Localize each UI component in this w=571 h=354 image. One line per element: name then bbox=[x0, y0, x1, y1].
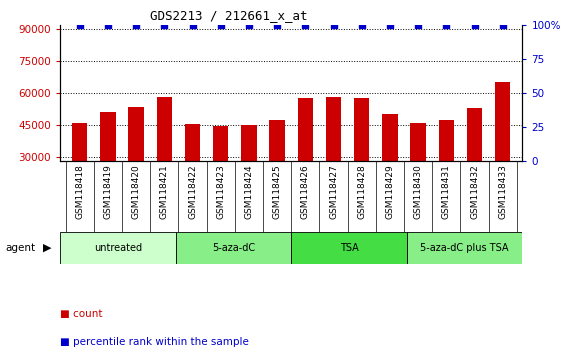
Text: GSM118419: GSM118419 bbox=[103, 165, 112, 219]
Bar bbox=[185, 124, 200, 221]
Text: GSM118426: GSM118426 bbox=[301, 165, 310, 219]
Bar bbox=[326, 97, 341, 221]
Text: GSM118433: GSM118433 bbox=[498, 165, 507, 219]
Bar bbox=[72, 123, 87, 221]
Text: agent: agent bbox=[6, 243, 36, 253]
Text: GSM118424: GSM118424 bbox=[244, 165, 254, 219]
Text: GSM118418: GSM118418 bbox=[75, 165, 84, 219]
Text: 5-aza-dC plus TSA: 5-aza-dC plus TSA bbox=[420, 243, 509, 253]
Bar bbox=[407, 232, 522, 264]
Bar bbox=[156, 97, 172, 221]
Point bbox=[442, 22, 451, 28]
Text: ■ percentile rank within the sample: ■ percentile rank within the sample bbox=[60, 337, 249, 347]
Bar bbox=[467, 108, 482, 221]
Text: GSM118423: GSM118423 bbox=[216, 165, 225, 219]
Point bbox=[131, 22, 140, 28]
Point bbox=[160, 22, 169, 28]
Text: GSM118432: GSM118432 bbox=[470, 165, 479, 219]
Point bbox=[272, 22, 282, 28]
Bar bbox=[291, 232, 407, 264]
Bar bbox=[270, 120, 285, 221]
Text: TSA: TSA bbox=[340, 243, 359, 253]
Bar bbox=[100, 112, 116, 221]
Bar bbox=[382, 114, 397, 221]
Point bbox=[103, 22, 112, 28]
Text: GSM118427: GSM118427 bbox=[329, 165, 338, 219]
Bar bbox=[411, 123, 426, 221]
Text: untreated: untreated bbox=[94, 243, 142, 253]
Bar bbox=[213, 126, 228, 221]
Point bbox=[216, 22, 226, 28]
Point bbox=[329, 22, 338, 28]
Text: GSM118430: GSM118430 bbox=[413, 165, 423, 219]
Bar bbox=[354, 98, 369, 221]
Bar bbox=[241, 125, 256, 221]
Point bbox=[357, 22, 366, 28]
Bar bbox=[495, 82, 510, 221]
Point bbox=[188, 22, 197, 28]
Point bbox=[244, 22, 254, 28]
Point bbox=[470, 22, 479, 28]
Point bbox=[301, 22, 310, 28]
Text: GSM118425: GSM118425 bbox=[272, 165, 282, 219]
Point bbox=[413, 22, 423, 28]
Point bbox=[75, 22, 85, 28]
Bar bbox=[439, 120, 454, 221]
Text: ▶: ▶ bbox=[43, 243, 51, 253]
Text: GSM118422: GSM118422 bbox=[188, 165, 197, 219]
Text: 5-aza-dC: 5-aza-dC bbox=[212, 243, 255, 253]
Text: GSM118420: GSM118420 bbox=[131, 165, 140, 219]
Bar bbox=[176, 232, 291, 264]
Text: GSM118421: GSM118421 bbox=[160, 165, 169, 219]
Point bbox=[385, 22, 395, 28]
Text: GSM118428: GSM118428 bbox=[357, 165, 366, 219]
Text: ■ count: ■ count bbox=[60, 309, 102, 319]
Bar bbox=[297, 98, 313, 221]
Text: GSM118431: GSM118431 bbox=[442, 165, 451, 219]
Text: GSM118429: GSM118429 bbox=[385, 165, 395, 219]
Text: GDS2213 / 212661_x_at: GDS2213 / 212661_x_at bbox=[150, 9, 307, 22]
Bar bbox=[128, 107, 144, 221]
Bar bbox=[60, 232, 176, 264]
Point bbox=[498, 22, 507, 28]
